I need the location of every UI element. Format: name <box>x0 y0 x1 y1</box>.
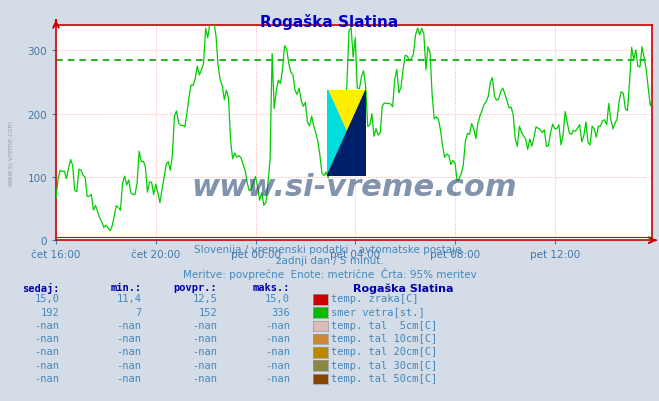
Text: temp. tal 30cm[C]: temp. tal 30cm[C] <box>331 360 437 370</box>
Text: -nan: -nan <box>34 373 59 383</box>
Text: 336: 336 <box>272 307 290 317</box>
Text: 152: 152 <box>199 307 217 317</box>
Text: -nan: -nan <box>117 360 142 370</box>
Text: -nan: -nan <box>265 373 290 383</box>
Text: -nan: -nan <box>34 320 59 330</box>
Text: zadnji dan / 5 minut.: zadnji dan / 5 minut. <box>275 256 384 266</box>
Text: min.:: min.: <box>111 283 142 293</box>
Text: -nan: -nan <box>265 320 290 330</box>
Text: temp. tal 10cm[C]: temp. tal 10cm[C] <box>331 333 437 343</box>
Text: www.si-vreme.com: www.si-vreme.com <box>8 119 14 185</box>
Text: 15,0: 15,0 <box>265 294 290 304</box>
Text: 11,4: 11,4 <box>117 294 142 304</box>
Text: www.si-vreme.com: www.si-vreme.com <box>191 172 517 201</box>
Text: -nan: -nan <box>192 333 217 343</box>
Text: 7: 7 <box>136 307 142 317</box>
Text: Rogaška Slatina: Rogaška Slatina <box>260 14 399 30</box>
Text: smer vetra[st.]: smer vetra[st.] <box>331 307 424 317</box>
Text: -nan: -nan <box>265 346 290 356</box>
Text: -nan: -nan <box>34 333 59 343</box>
Text: -nan: -nan <box>192 373 217 383</box>
Text: -nan: -nan <box>265 333 290 343</box>
Text: -nan: -nan <box>117 373 142 383</box>
Text: -nan: -nan <box>192 346 217 356</box>
Text: -nan: -nan <box>34 346 59 356</box>
Polygon shape <box>328 91 347 176</box>
Text: 15,0: 15,0 <box>34 294 59 304</box>
Text: 12,5: 12,5 <box>192 294 217 304</box>
Text: -nan: -nan <box>265 360 290 370</box>
Text: povpr.:: povpr.: <box>174 283 217 293</box>
Text: Meritve: povprečne  Enote: metrične  Črta: 95% meritev: Meritve: povprečne Enote: metrične Črta:… <box>183 267 476 279</box>
Text: Slovenija / vremenski podatki - avtomatske postaje.: Slovenija / vremenski podatki - avtomats… <box>194 245 465 255</box>
Text: sedaj:: sedaj: <box>22 283 59 294</box>
Polygon shape <box>328 91 366 176</box>
Text: 192: 192 <box>41 307 59 317</box>
Text: temp. tal 20cm[C]: temp. tal 20cm[C] <box>331 346 437 356</box>
Text: -nan: -nan <box>117 346 142 356</box>
Text: temp. tal  5cm[C]: temp. tal 5cm[C] <box>331 320 437 330</box>
Text: maks.:: maks.: <box>252 283 290 293</box>
Text: -nan: -nan <box>192 360 217 370</box>
Text: temp. tal 50cm[C]: temp. tal 50cm[C] <box>331 373 437 383</box>
Polygon shape <box>328 91 366 176</box>
Text: -nan: -nan <box>117 333 142 343</box>
Text: -nan: -nan <box>117 320 142 330</box>
Text: -nan: -nan <box>192 320 217 330</box>
Text: temp. zraka[C]: temp. zraka[C] <box>331 294 418 304</box>
Text: Rogaška Slatina: Rogaška Slatina <box>353 283 453 293</box>
Text: -nan: -nan <box>34 360 59 370</box>
